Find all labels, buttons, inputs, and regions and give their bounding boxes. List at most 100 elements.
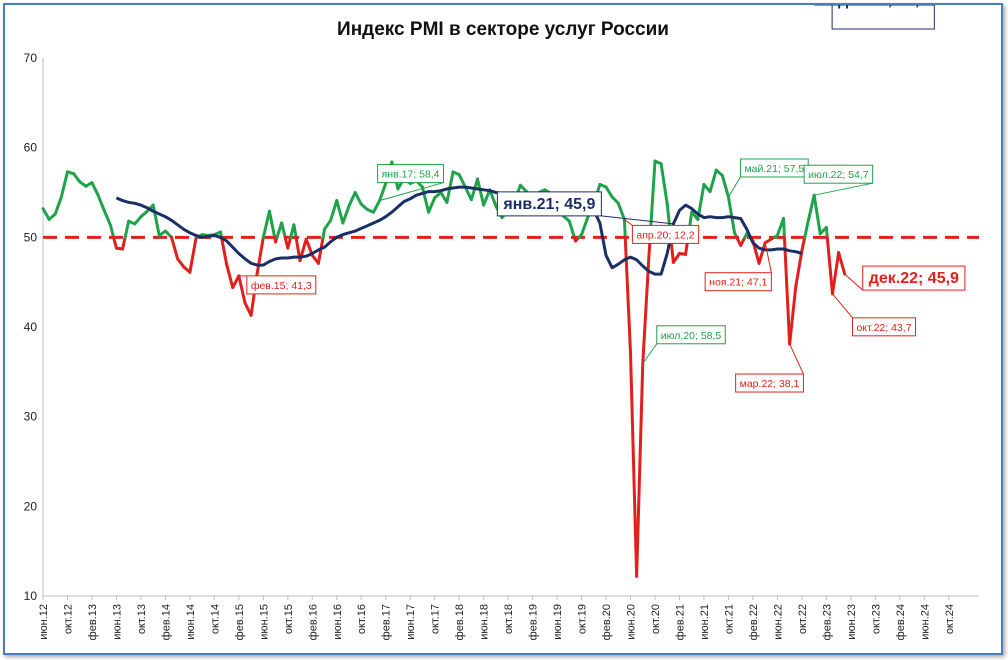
annotation-box <box>851 317 917 337</box>
pmi-chart: Индекс PMI в секторе услуг России 10 20 30… <box>24 5 979 640</box>
x-tick-label: фев.20 <box>601 604 613 640</box>
series-pmi-segment <box>671 251 681 264</box>
y-tick-label: 10 <box>24 589 38 603</box>
annotations: фев.15; 41,3 янв.17; 58,4 апр.20; 12,2 июл.… <box>238 5 966 393</box>
series-pmi-segment <box>292 223 298 239</box>
x-tick-label: окт.18 <box>503 604 515 634</box>
x-tick-label: июн.19 <box>552 604 564 640</box>
x-tick-label: окт.23 <box>870 604 882 634</box>
series-pmi-segment <box>133 215 143 226</box>
annotation-label: ноя.21; 47,1 <box>704 242 772 292</box>
x-tick-label: июн.12 <box>38 604 50 640</box>
annotation-box <box>735 373 804 393</box>
x-tick-label: июн.20 <box>626 604 638 640</box>
series-pmi-segment <box>629 351 639 578</box>
series-pmi-segment <box>225 262 235 290</box>
x-tick-label: фев.24 <box>895 604 907 640</box>
x-tick-label: фев.13 <box>87 604 99 640</box>
series-pmi-segment <box>825 235 834 296</box>
x-tick-label: июн.13 <box>111 604 123 640</box>
x-tick-label: июн.14 <box>185 604 197 640</box>
x-tick-label: фев.15 <box>234 604 246 640</box>
series-pmi-segment <box>53 195 63 216</box>
x-tick-label: июн.21 <box>699 604 711 640</box>
series-pmi-segment <box>616 201 626 221</box>
series-pmi-segment <box>830 251 841 296</box>
annotation-leader <box>789 343 804 375</box>
x-tick-label: фев.16 <box>307 604 319 640</box>
x-tick-label: фев.21 <box>674 604 686 640</box>
x-tick-label: июн.18 <box>479 604 491 640</box>
x-tick-label: окт.16 <box>356 604 368 634</box>
x-tick-label: окт.12 <box>62 604 74 634</box>
x-tick-label: июн.22 <box>772 604 784 640</box>
annotation-label: янв.17; 58,4 <box>377 164 445 202</box>
annotation-box <box>862 265 966 291</box>
annotation-label: фев.15; 41,3 <box>238 275 317 295</box>
series-pmi-segment <box>641 255 651 366</box>
series-pmi-segment <box>659 162 669 206</box>
annotation-box <box>656 325 726 345</box>
x-tick-label: фев.17 <box>381 604 393 640</box>
series-pmi-segment <box>427 196 437 214</box>
series-pmi-segment <box>635 362 645 578</box>
series-pmi-segment <box>347 191 357 208</box>
series-pmi-segment <box>371 199 382 214</box>
annotation-label: мар.22; 38,1 <box>735 343 804 393</box>
annotation-box <box>631 224 700 244</box>
series-pmi-segment <box>794 249 804 289</box>
annotation-label: янв.21; 45,9 <box>496 191 674 225</box>
annotation-label: май.21; 57,5 <box>728 158 809 198</box>
annotation-leader <box>832 293 853 319</box>
x-tick-label: фев.19 <box>528 604 540 640</box>
annotation-label: дек.22; 48,2 <box>814 5 935 30</box>
series-pmi-segment <box>420 185 431 214</box>
x-tick-label: фев.22 <box>748 604 760 640</box>
series-pmi-segment <box>567 219 576 239</box>
series-pmi-segment <box>335 199 345 225</box>
series-pmi-segment <box>188 236 198 274</box>
series-pmi-segment <box>123 219 131 239</box>
series-pmi-segment <box>96 193 106 212</box>
x-axis: июн.12 окт.12 фев.13 июн.13 окт.13 фев.14 июн.… <box>38 595 979 640</box>
series-pmi-segment <box>648 159 657 239</box>
x-tick-label: окт.15 <box>283 604 295 634</box>
x-tick-label: окт.21 <box>723 604 735 634</box>
x-tick-label: окт.17 <box>430 604 442 634</box>
y-tick-label: 40 <box>24 320 38 334</box>
series-pmi-segment <box>622 217 627 239</box>
series-pmi-segment <box>280 221 287 239</box>
annotation-leader <box>379 182 444 202</box>
annotation-leader <box>642 343 658 365</box>
annotation-text: июл.20; 58,5 <box>661 330 722 342</box>
annotation-leader <box>764 242 772 273</box>
annotation-box <box>803 164 874 184</box>
series-pmi-segment <box>353 191 363 206</box>
x-tick-label: окт.13 <box>136 604 148 634</box>
series-pmi-segment <box>457 173 467 189</box>
series-pmi-segment <box>41 207 51 221</box>
series-pmi-segment <box>170 235 180 261</box>
series-moving-average <box>115 185 803 276</box>
annotation-text: дек.22; 48,2 <box>838 5 928 9</box>
series-pmi-segment <box>176 257 186 269</box>
series-pmi-segment <box>580 216 590 237</box>
x-tick-label: фев.23 <box>821 604 833 640</box>
annotation-text: май.21; 57,5 <box>744 163 804 175</box>
series-pmi-segment <box>121 235 127 251</box>
series-pmi-segment <box>757 241 767 265</box>
x-tick-label: окт.24 <box>944 604 956 634</box>
series-pmi-segment <box>837 251 847 276</box>
series-pmi-segment <box>720 173 730 199</box>
series-pmi-segment <box>726 195 737 235</box>
annotation-text: апр.20; 12,2 <box>636 229 694 241</box>
y-tick-label: 20 <box>24 499 38 513</box>
series-pmi-segment <box>341 204 351 225</box>
series-pmi-segment <box>261 209 271 239</box>
series-pmi-segment <box>378 182 388 203</box>
series-pmi-segment <box>329 199 339 222</box>
series-pmi-segment <box>782 235 792 346</box>
annotation-box <box>831 5 935 30</box>
series-pmi-segment <box>806 193 816 224</box>
series-pmi-segment <box>286 235 293 250</box>
